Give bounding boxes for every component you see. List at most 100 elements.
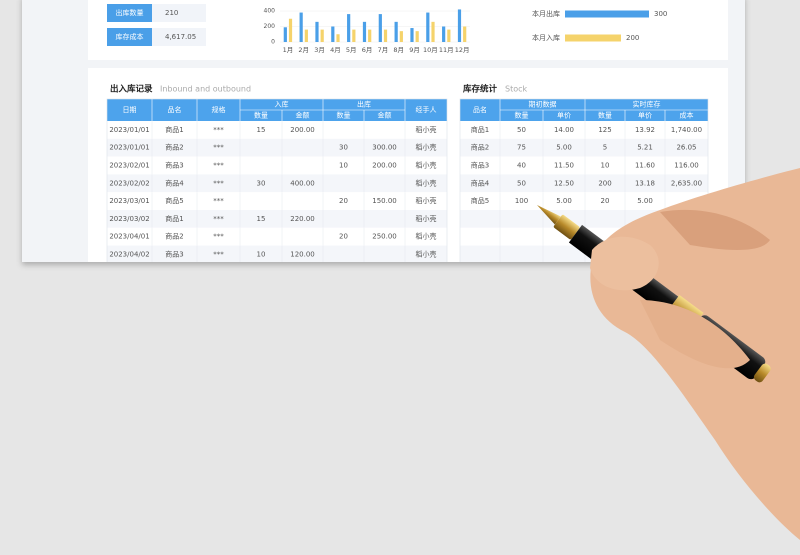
table-cell: 商品4: [471, 178, 490, 187]
table-row: [107, 245, 447, 262]
bar: [352, 29, 356, 42]
table-cell: 稻小壳: [416, 250, 437, 259]
table-cell: 5.00: [556, 144, 572, 152]
table-cell: 5.00: [637, 197, 653, 205]
hbar: [565, 10, 649, 18]
table-cell: 200.00: [290, 126, 315, 134]
table-cell: 稻小壳: [416, 214, 437, 223]
bar: [320, 29, 324, 42]
table-cell: 75: [517, 144, 526, 152]
table-cell: 2023/02/01: [109, 162, 149, 170]
table-row: [460, 192, 708, 210]
table-cell: 商品1: [165, 214, 183, 223]
table-cell: 5.21: [637, 144, 653, 152]
table-cell: 250.00: [372, 233, 397, 241]
table-row: [107, 121, 447, 139]
table-cell: 5.00: [556, 197, 572, 205]
summary-value-box: [152, 28, 206, 46]
table-cell: 2023/01/01: [109, 144, 149, 152]
x-tick-label: 4月: [330, 46, 341, 54]
bar-label: 本月入库: [532, 33, 560, 42]
bar: [304, 29, 308, 42]
table-cell: 100: [515, 197, 528, 205]
bar: [447, 29, 451, 42]
table-cell: 50: [517, 126, 526, 134]
summary-label-box: [107, 4, 152, 22]
table-border: [459, 98, 709, 262]
table-cell: 15: [257, 126, 266, 134]
table-row: [460, 121, 708, 139]
table-cell: 2023/03/01: [109, 197, 149, 205]
bar: [431, 21, 435, 42]
sheet-content: 出库数量 210 库存成本 4,617.05 0 200 400 1月 2月 3月 4月 5月 6月 7月…: [88, 0, 728, 281]
x-tick-label: 9月: [409, 46, 420, 54]
bar: [283, 27, 287, 42]
bar: [331, 26, 335, 42]
table-cell: 2023/04/02: [109, 251, 149, 259]
table-row: [460, 156, 708, 175]
subcolumn-header: 数量: [598, 111, 612, 120]
table-row: [107, 227, 447, 246]
table-cell: 稻小壳: [416, 178, 437, 187]
table-cell: 14.00: [554, 126, 574, 134]
column-header: 品名: [168, 105, 182, 114]
table-cell: 商品5: [471, 196, 489, 205]
table-cell: 12.50: [554, 179, 574, 187]
column-header: 经手人: [416, 105, 437, 114]
x-tick-label: 1月: [283, 46, 294, 54]
bar-label: 本月出库: [532, 9, 560, 18]
bar: [315, 21, 319, 42]
x-tick-label: 6月: [362, 46, 373, 54]
table-cell: 20: [601, 197, 610, 205]
table-cell: 50: [517, 179, 526, 187]
value-label: 300: [654, 10, 667, 18]
x-tick-label: 3月: [314, 46, 325, 54]
table-cell: 2023/02/02: [109, 179, 149, 187]
table-cell: 1,740.00: [671, 126, 702, 134]
table-cell: 商品5: [165, 196, 183, 205]
summary-value: 4,617.05: [165, 33, 196, 41]
table-cell: 20: [339, 233, 348, 241]
table-cell: 稻小壳: [416, 232, 437, 241]
table-border: [106, 98, 448, 262]
table-row: [107, 138, 447, 157]
table-cell: 2023/01/01: [109, 126, 149, 134]
bar: [426, 12, 430, 43]
column-header: 实时库存: [633, 100, 661, 109]
table-cell: 15: [257, 215, 266, 223]
table-cell: 200: [598, 179, 611, 187]
table-cell: 120.00: [290, 251, 315, 259]
column-header: 规格: [212, 105, 226, 114]
table-cell: ***: [213, 251, 224, 259]
table-cell: ***: [213, 197, 224, 205]
table-cell: 10: [601, 162, 610, 170]
x-tick-label: 8月: [393, 46, 404, 54]
table-cell: 11.60: [635, 162, 655, 170]
table-cell: 150.00: [372, 197, 397, 205]
table-cell: 商品3: [165, 250, 183, 259]
table-cell: 300.00: [372, 144, 397, 152]
table-cell: 20: [339, 197, 348, 205]
table-row: [460, 174, 708, 193]
table-cell: 2023/03/02: [109, 215, 149, 223]
column-header: 品名: [473, 105, 487, 114]
table-row: [107, 263, 447, 281]
x-tick-label: 12月: [455, 46, 470, 54]
bar: [288, 18, 293, 42]
table-cell: ***: [213, 179, 224, 187]
x-tick-label: 5月: [346, 46, 357, 54]
table-cell: 13.18: [635, 179, 655, 187]
table-cell: 商品4: [165, 178, 184, 187]
subcolumn-header: 数量: [515, 111, 529, 120]
subcolumn-header: 单价: [557, 111, 571, 120]
y-tick-label: 0: [271, 39, 275, 46]
table-cell: 商品2: [165, 143, 183, 152]
table-row: [107, 192, 447, 210]
bar: [463, 26, 467, 42]
summary-value-box: [152, 4, 206, 22]
table-row: [460, 138, 708, 157]
x-tick-label: 7月: [378, 46, 389, 54]
bar: [415, 31, 419, 42]
table-cell: 商品3: [165, 161, 183, 170]
